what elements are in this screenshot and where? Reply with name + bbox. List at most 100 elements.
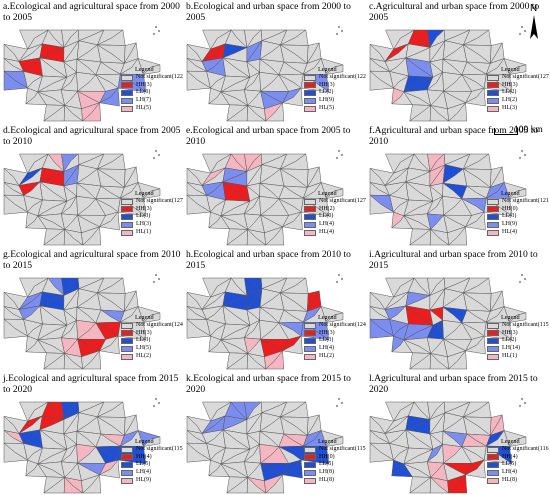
map-panel: j.Ecological and agricultural space from… [0, 372, 183, 495]
island-mark [336, 157, 338, 159]
legend-entry: HL(1) [121, 229, 181, 237]
legend-swatch [121, 214, 133, 221]
legend-label: LH(4) [136, 469, 151, 476]
legend-label: HH(3) [136, 329, 152, 336]
legend-label: Not significant(122) [319, 73, 366, 80]
legend-entry: HH(2) [304, 206, 364, 214]
legend-swatch [121, 105, 133, 112]
legend-label: HH(3) [319, 329, 335, 336]
island-mark [338, 398, 340, 400]
legend-swatch [487, 105, 499, 112]
legend-entry: HH(3) [304, 82, 364, 90]
map-panel: a.Ecological and agricultural space from… [0, 0, 183, 123]
map-panel: k.Ecological and urban space from 2015 t… [183, 372, 366, 495]
legend-swatch [487, 346, 499, 353]
legend-label: HH(3) [319, 81, 335, 88]
legend-swatch [487, 74, 499, 81]
island-mark [524, 154, 526, 156]
legend-label: Not significant(121) [502, 197, 549, 204]
legend-label: LH(4) [319, 345, 334, 352]
legend-label: LH(14) [502, 345, 520, 352]
legend-title: Legend [501, 438, 520, 445]
county-region [447, 226, 468, 246]
legend-label: LH(7) [136, 97, 151, 104]
legend-swatch [304, 446, 316, 453]
legend: Legend Not significant(121) HH(0) LL(3) LH(9… [487, 190, 549, 237]
legend-swatch [487, 477, 499, 484]
legend-label: Not significant(124) [319, 321, 366, 328]
legend-entry: Not significant(124) [121, 322, 183, 330]
legend-label: HH(0) [502, 205, 518, 212]
legend-entry: LH(8) [304, 469, 364, 477]
county-region [447, 350, 468, 370]
legend-entry: Not significant(127) [487, 73, 549, 82]
county-map [3, 26, 161, 122]
legend-label: LH(4) [319, 221, 334, 228]
legend: Legend Not significant(127) HH(3) LL(2) LH(2… [487, 66, 549, 113]
legend-entry: LL(0) [121, 89, 181, 97]
legend-entry: HH(3) [121, 82, 181, 90]
legend-label: LH(9) [319, 97, 334, 104]
legend-entry: HH(0) [487, 206, 547, 214]
legend-swatch [121, 82, 133, 89]
legend-swatch [121, 477, 133, 484]
island-mark [155, 26, 157, 28]
legend-swatch [487, 229, 499, 236]
legend-swatch [304, 82, 316, 89]
legend-swatch [304, 229, 316, 236]
legend-swatch [304, 198, 316, 205]
legend-swatch [487, 322, 499, 329]
scale-bar-label: 100 km [514, 125, 543, 135]
legend-label: Not significant(127) [502, 73, 549, 80]
legend-entry: HH(3) [121, 330, 181, 338]
legend-entry: LL(3) [487, 213, 547, 221]
island-mark [519, 33, 521, 35]
island-mark [524, 402, 526, 404]
legend-entry: Not significant(115) [304, 446, 366, 454]
north-arrow-label: N [530, 3, 538, 14]
scale-bar [494, 128, 518, 135]
legend-swatch [121, 353, 133, 360]
island-mark [158, 402, 160, 404]
legend-title: Legend [135, 66, 154, 73]
legend-label: LL(0) [136, 89, 151, 96]
island-mark [338, 150, 340, 152]
legend-label: HL(5) [136, 104, 151, 111]
legend: Legend Not significant(122) HH(3) LL(2) LH(9… [304, 66, 366, 113]
legend: Legend Not significant(124) HH(3) LL(3) LH(4… [304, 314, 366, 361]
map-panel: d.Ecological and agricultural space from… [0, 124, 183, 247]
panel-title: d.Ecological and agricultural space from… [3, 125, 181, 147]
county-region [447, 474, 468, 494]
legend-swatch [121, 330, 133, 337]
legend-entry: Not significant(115) [487, 322, 549, 330]
legend-label: LL(2) [319, 89, 334, 96]
legend-entry: LH(9) [304, 97, 364, 105]
legend-entry: HL(5) [121, 105, 181, 113]
legend-title: Legend [318, 314, 337, 321]
legend-entry: HH(0) [304, 454, 364, 462]
island-mark [521, 274, 523, 276]
legend-label: HH(0) [319, 453, 335, 460]
legend-swatch [487, 90, 499, 97]
legend-entry: LL(3) [121, 213, 181, 221]
island-mark [153, 405, 155, 407]
legend-title: Legend [135, 190, 154, 197]
panel-title: i.Agricultural and urban space from 2010… [369, 249, 538, 271]
map-panel: e.Ecological and urban space from 2005 t… [183, 124, 366, 247]
legend-title: Legend [501, 66, 520, 73]
legend-label: Not significant(122) [136, 73, 183, 80]
legend-swatch [121, 98, 133, 105]
county-map [186, 274, 344, 370]
legend-label: Not significant(127) [136, 197, 183, 204]
legend-swatch [487, 446, 499, 453]
north-arrow: N [524, 3, 544, 43]
island-mark [155, 150, 157, 152]
legend-entry: Not significant(127) [304, 198, 366, 206]
legend-label: HL(4) [319, 228, 334, 235]
island-mark [153, 281, 155, 283]
island-mark [338, 274, 340, 276]
island-mark [521, 26, 523, 28]
legend-label: LL(5) [319, 461, 334, 468]
legend-label: LL(0) [319, 213, 334, 220]
island-mark [341, 278, 343, 280]
